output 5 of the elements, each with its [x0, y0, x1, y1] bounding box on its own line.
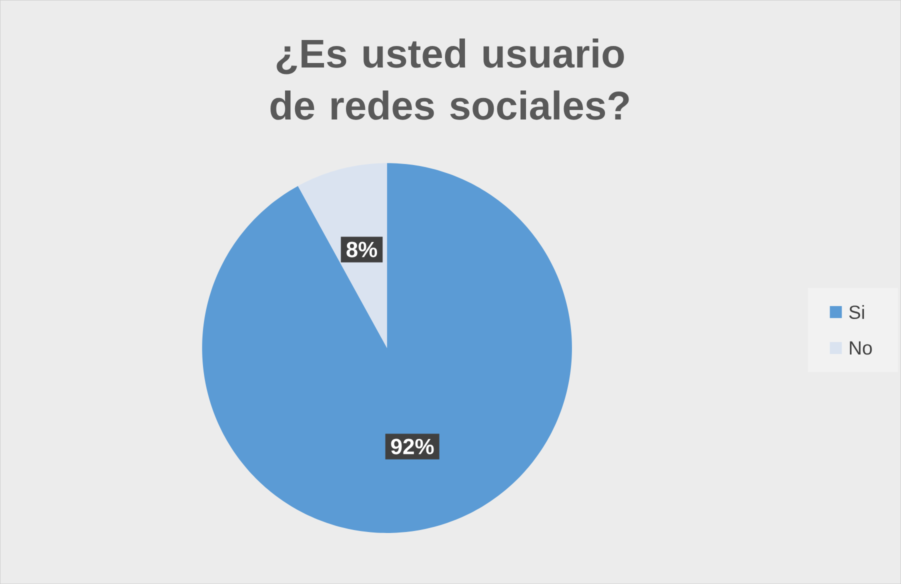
- data-label: 8%: [346, 242, 378, 258]
- legend-label: No: [850, 341, 872, 355]
- data-label: 92%: [391, 438, 434, 454]
- chart-title: ¿Es usted usuario de redes sociales?: [270, 38, 629, 120]
- legend-label: Si: [849, 305, 864, 319]
